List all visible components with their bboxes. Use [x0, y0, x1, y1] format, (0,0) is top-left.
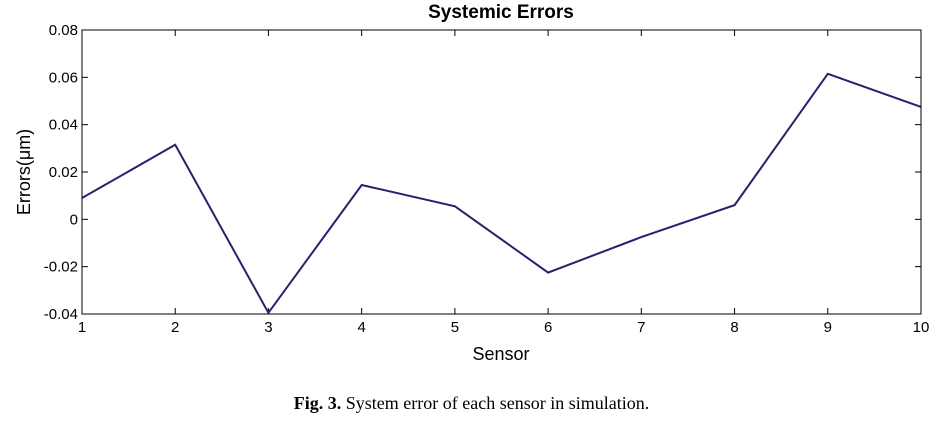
- chart-title: Systemic Errors: [428, 2, 574, 23]
- x-tick-label: 4: [357, 319, 365, 336]
- y-tick-label: -0.04: [44, 306, 78, 323]
- x-tick-label: 5: [451, 319, 459, 336]
- y-tick-label: 0.02: [49, 164, 78, 181]
- tick-marks: [81, 29, 922, 315]
- line-chart: Systemic Errors 1 2 3 4 5 6 7 8 9 10 -0.04 -0.02 0 0…: [14, 2, 930, 364]
- x-tick-label: 6: [544, 319, 552, 336]
- x-tick-label: 1: [78, 319, 86, 336]
- x-tick-label: 2: [171, 319, 179, 336]
- y-tick-label: 0.08: [49, 22, 78, 39]
- caption-text: System error of each sensor in simulatio…: [345, 393, 650, 413]
- x-tick-labels: 1 2 3 4 5 6 7 8 9 10: [78, 319, 930, 336]
- x-tick-label: 7: [637, 319, 645, 336]
- y-tick-labels: -0.04 -0.02 0 0.02 0.04 0.06 0.08: [44, 22, 78, 323]
- y-axis-label: Errors(μm): [14, 129, 34, 215]
- y-tick-label: -0.02: [44, 259, 78, 276]
- y-tick-label: 0.04: [49, 117, 78, 134]
- x-tick-label: 9: [824, 319, 832, 336]
- plot-frame: [81, 29, 922, 315]
- figure-caption: Fig. 3. System error of each sensor in s…: [0, 393, 943, 414]
- x-axis-label: Sensor: [472, 344, 529, 364]
- caption-label: Fig. 3.: [293, 393, 342, 413]
- x-tick-label: 8: [730, 319, 738, 336]
- y-tick-label: 0: [70, 211, 78, 228]
- series-line: [81, 72, 922, 315]
- x-tick-label: 10: [913, 319, 930, 336]
- x-tick-label: 3: [264, 319, 272, 336]
- y-tick-label: 0.06: [49, 69, 78, 86]
